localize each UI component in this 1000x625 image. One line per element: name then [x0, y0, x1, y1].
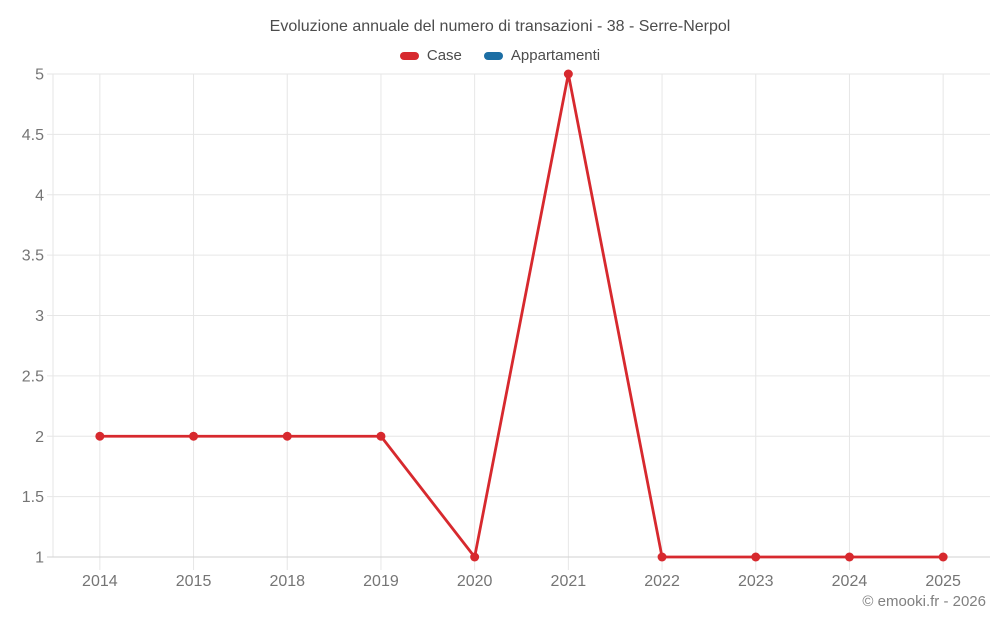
y-tick-label: 4 — [35, 187, 44, 204]
y-tick-label: 2 — [35, 429, 44, 446]
x-tick-label: 2014 — [82, 573, 118, 590]
y-tick-label: 3.5 — [22, 248, 44, 265]
data-point-case-2018[interactable] — [282, 431, 292, 441]
data-point-case-2021[interactable] — [563, 69, 573, 79]
data-point-case-2024[interactable] — [844, 552, 854, 562]
x-tick-label: 2021 — [551, 573, 587, 590]
data-point-case-2023[interactable] — [751, 552, 761, 562]
chart-title: Evoluzione annuale del numero di transaz… — [269, 18, 731, 35]
x-tick-label: 2025 — [925, 573, 961, 590]
data-point-case-2014[interactable] — [95, 431, 105, 441]
legend-swatch-case-icon — [399, 51, 419, 60]
data-point-case-2022[interactable] — [657, 552, 667, 562]
data-point-case-2019[interactable] — [376, 431, 386, 441]
y-tick-label: 2.5 — [22, 368, 44, 385]
y-tick-label: 1.5 — [22, 489, 44, 506]
series-line-case — [98, 72, 945, 559]
legend-label-case: Case — [426, 47, 462, 64]
x-tick-label: 2023 — [738, 573, 774, 590]
x-tick-label: 2020 — [457, 573, 493, 590]
legend-item-case[interactable]: Case — [399, 47, 462, 64]
y-tick-label: 3 — [35, 308, 44, 325]
x-tick-label: 2022 — [644, 573, 680, 590]
legend-item-appartamenti[interactable]: Appartamenti — [483, 47, 601, 64]
y-tick-label: 4.5 — [22, 127, 44, 144]
data-point-case-2020[interactable] — [470, 552, 480, 562]
data-point-case-2015[interactable] — [189, 431, 199, 441]
y-tick-label: 5 — [35, 67, 44, 84]
x-tick-label: 2024 — [832, 573, 868, 590]
legend-swatch-appartamenti-icon — [483, 51, 503, 60]
x-tick-label: 2015 — [176, 573, 212, 590]
x-tick-label: 2018 — [269, 573, 305, 590]
data-point-case-2025[interactable] — [938, 552, 948, 562]
x-tick-label: 2019 — [363, 573, 399, 590]
legend: Case Appartamenti — [0, 47, 1000, 64]
legend-label-appartamenti: Appartamenti — [510, 47, 601, 64]
y-tick-label: 1 — [35, 550, 44, 567]
copyright-text: © emooki.fr - 2026 — [862, 593, 986, 610]
